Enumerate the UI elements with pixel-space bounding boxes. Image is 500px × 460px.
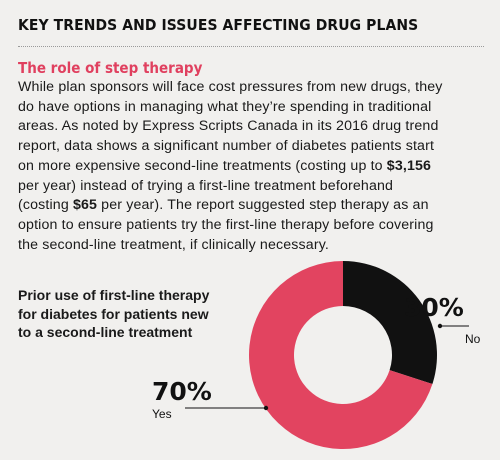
chart-caption-line: to a second-line treatment — [18, 324, 193, 340]
slice-label-no: No — [465, 332, 481, 346]
heading-divider — [18, 46, 484, 47]
body-text-segment: on more expensive second-line treatments… — [18, 157, 387, 174]
percent-label-yes: 70% — [152, 377, 212, 406]
body-text-segment: areas. As noted by Express Scripts Canad… — [18, 118, 439, 135]
body-line: report, data shows a significant number … — [18, 137, 496, 157]
chart-caption-line: for diabetes for patients new — [18, 305, 209, 322]
slice-label-yes: Yes — [152, 407, 172, 421]
body-line: While plan sponsors will face cost press… — [18, 78, 496, 98]
body-line: do have options in managing what they’re… — [18, 98, 496, 118]
subheading: The role of step therapy — [18, 59, 203, 77]
donut-slice-yes — [249, 261, 433, 449]
percent-label-no: 30% — [404, 293, 464, 322]
body-text-segment: per year). The report suggested step the… — [97, 197, 429, 214]
cost-highlight: $3,156 — [386, 157, 432, 174]
body-line: per year) instead of trying a first-line… — [18, 177, 496, 197]
cost-highlight: $65 — [72, 197, 98, 214]
body-line: on more expensive second-line treatments… — [18, 157, 496, 177]
chart-caption: Prior use of first-line therapy for diabe… — [18, 286, 248, 342]
donut-slice-no — [343, 261, 437, 385]
body-line: the second-line treatment, if clinically… — [18, 236, 496, 256]
body-text-segment: (costing — [18, 197, 73, 214]
body-text-segment: the second-line treatment, if clinically… — [18, 236, 329, 253]
body-line: (costing $65 per year). The report sugge… — [18, 196, 496, 216]
body-text-segment: per year) instead of trying a first-line… — [18, 177, 394, 194]
body-text-segment: do have options in managing what they’re… — [18, 98, 432, 115]
body-text-segment: report, data shows a significant number … — [18, 138, 435, 155]
callout-dot-no — [437, 323, 443, 329]
chart-caption-line: Prior use of first-line therapy — [18, 287, 210, 303]
body-text-segment: While plan sponsors will face cost press… — [18, 79, 443, 95]
body-text-segment: option to ensure patients try the first-… — [18, 216, 434, 233]
body-line: option to ensure patients try the first-… — [18, 216, 496, 236]
callout-dot-yes — [263, 405, 269, 411]
section-heading: KEY TRENDS AND ISSUES AFFECTING DRUG PLA… — [18, 16, 419, 34]
body-line: areas. As noted by Express Scripts Canad… — [18, 117, 496, 137]
body-paragraph: While plan sponsors will face cost press… — [18, 78, 496, 255]
